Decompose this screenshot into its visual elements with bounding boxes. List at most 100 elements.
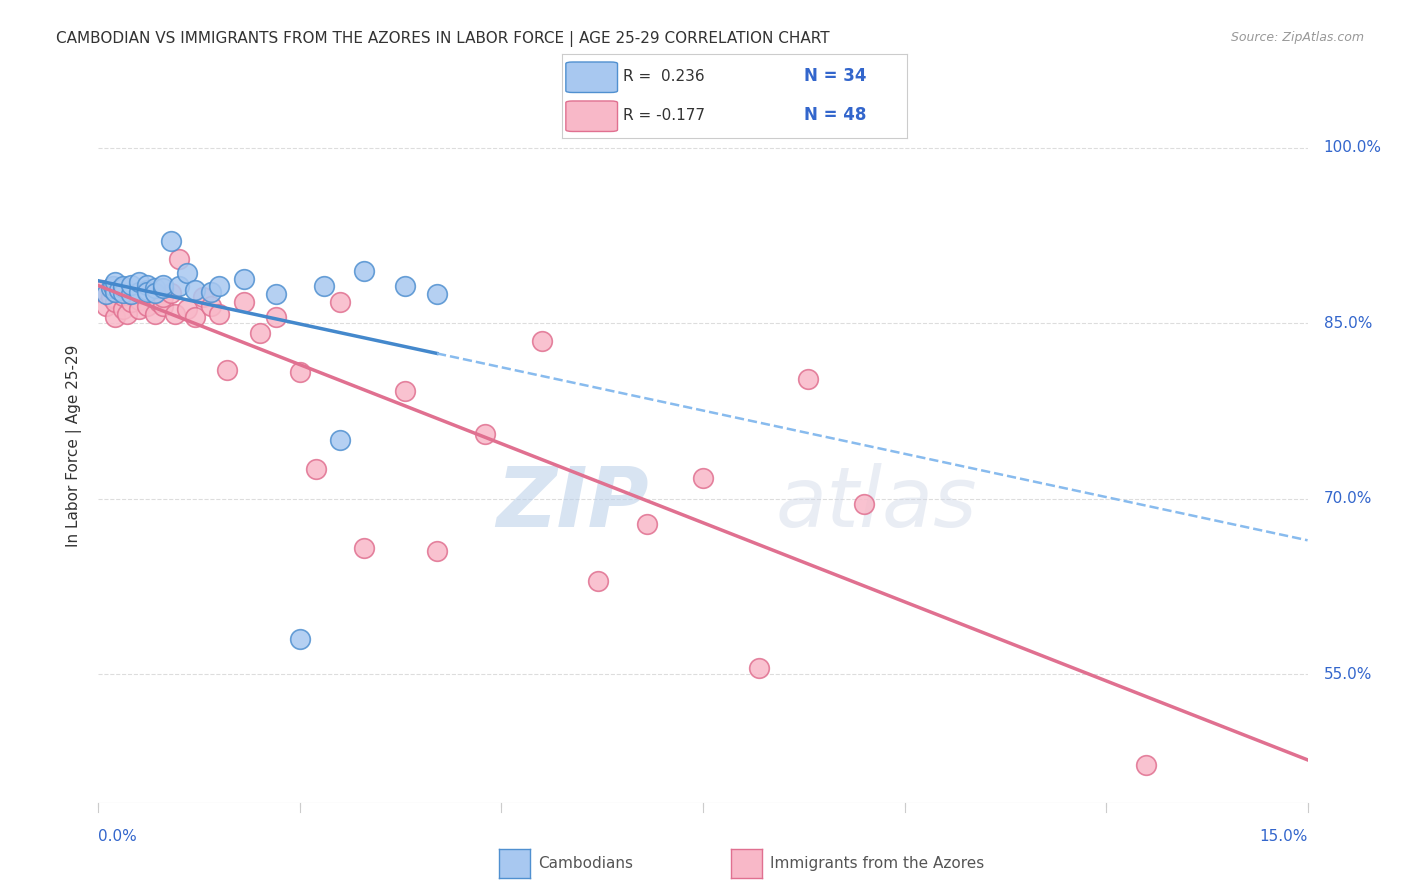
Text: Cambodians: Cambodians xyxy=(538,856,634,871)
Point xyxy=(176,266,198,280)
Point xyxy=(143,290,166,304)
Point xyxy=(176,302,198,317)
Point xyxy=(135,284,157,298)
Point xyxy=(264,310,287,325)
Point xyxy=(91,284,114,298)
Text: N = 34: N = 34 xyxy=(804,68,866,86)
Point xyxy=(120,295,142,310)
Point xyxy=(288,365,311,379)
Point xyxy=(135,285,157,299)
Point xyxy=(160,234,183,248)
Text: Immigrants from the Azores: Immigrants from the Azores xyxy=(770,856,984,871)
Text: 55.0%: 55.0% xyxy=(1323,666,1372,681)
Point xyxy=(353,263,375,277)
Y-axis label: In Labor Force | Age 25-29: In Labor Force | Age 25-29 xyxy=(66,345,83,547)
Point xyxy=(163,307,186,321)
Text: 15.0%: 15.0% xyxy=(1260,829,1308,844)
Point xyxy=(152,290,174,304)
Text: 85.0%: 85.0% xyxy=(1323,316,1372,331)
Point xyxy=(586,574,609,588)
Text: 70.0%: 70.0% xyxy=(1323,491,1372,506)
Point xyxy=(353,541,375,555)
Point xyxy=(314,278,336,293)
Point xyxy=(264,287,287,301)
Text: ZIP: ZIP xyxy=(496,463,648,543)
Point xyxy=(143,307,166,321)
Point xyxy=(135,299,157,313)
Point xyxy=(111,285,134,300)
Point xyxy=(394,384,416,398)
Point xyxy=(100,290,122,304)
Point xyxy=(135,284,157,298)
Point xyxy=(111,281,134,295)
Point xyxy=(103,285,125,299)
Point xyxy=(111,289,134,303)
Point xyxy=(148,295,170,310)
Point xyxy=(103,275,125,289)
Point xyxy=(184,310,207,325)
FancyBboxPatch shape xyxy=(565,101,617,131)
Text: atlas: atlas xyxy=(776,463,977,543)
Point xyxy=(152,277,174,292)
Text: N = 48: N = 48 xyxy=(804,106,866,124)
Point xyxy=(184,284,207,298)
Point xyxy=(748,661,770,675)
Point xyxy=(128,293,150,307)
Point xyxy=(232,271,254,285)
Point xyxy=(143,281,166,295)
FancyBboxPatch shape xyxy=(565,62,617,93)
Point xyxy=(853,498,876,512)
Point xyxy=(96,287,118,301)
Point xyxy=(115,307,138,321)
Point xyxy=(193,290,215,304)
Point xyxy=(797,372,820,386)
Point xyxy=(636,517,658,532)
Point xyxy=(208,307,231,321)
Text: 100.0%: 100.0% xyxy=(1323,140,1382,155)
Point xyxy=(135,277,157,292)
Point xyxy=(128,275,150,289)
Point xyxy=(107,285,129,300)
Point xyxy=(107,284,129,298)
Point xyxy=(160,285,183,300)
Point xyxy=(426,544,449,558)
Point xyxy=(692,470,714,484)
Point xyxy=(232,295,254,310)
Point xyxy=(120,277,142,292)
Point xyxy=(167,278,190,293)
Point xyxy=(143,285,166,300)
Point xyxy=(132,287,155,301)
Point xyxy=(329,295,352,310)
Point xyxy=(103,310,125,325)
Point xyxy=(96,299,118,313)
Point xyxy=(152,299,174,313)
Point xyxy=(120,287,142,301)
Point xyxy=(426,287,449,301)
Point xyxy=(111,302,134,317)
Point xyxy=(101,278,124,293)
Point xyxy=(152,281,174,295)
Text: Source: ZipAtlas.com: Source: ZipAtlas.com xyxy=(1230,31,1364,45)
Point xyxy=(100,281,122,295)
Text: CAMBODIAN VS IMMIGRANTS FROM THE AZORES IN LABOR FORCE | AGE 25-29 CORRELATION C: CAMBODIAN VS IMMIGRANTS FROM THE AZORES … xyxy=(56,31,830,47)
Point xyxy=(103,295,125,310)
Point xyxy=(128,302,150,317)
Point xyxy=(111,278,134,293)
Point xyxy=(208,278,231,293)
Text: R = -0.177: R = -0.177 xyxy=(623,108,704,123)
Point xyxy=(128,285,150,299)
Point xyxy=(530,334,553,348)
Text: 0.0%: 0.0% xyxy=(98,829,138,844)
Point xyxy=(167,252,190,266)
Point xyxy=(200,285,222,299)
Point xyxy=(288,632,311,646)
Point xyxy=(200,299,222,313)
Point xyxy=(249,326,271,340)
Point xyxy=(474,427,496,442)
Point xyxy=(1135,758,1157,772)
Point xyxy=(120,287,142,301)
Text: R =  0.236: R = 0.236 xyxy=(623,69,704,84)
Point xyxy=(329,433,352,447)
Point xyxy=(217,363,239,377)
Point xyxy=(305,462,328,476)
